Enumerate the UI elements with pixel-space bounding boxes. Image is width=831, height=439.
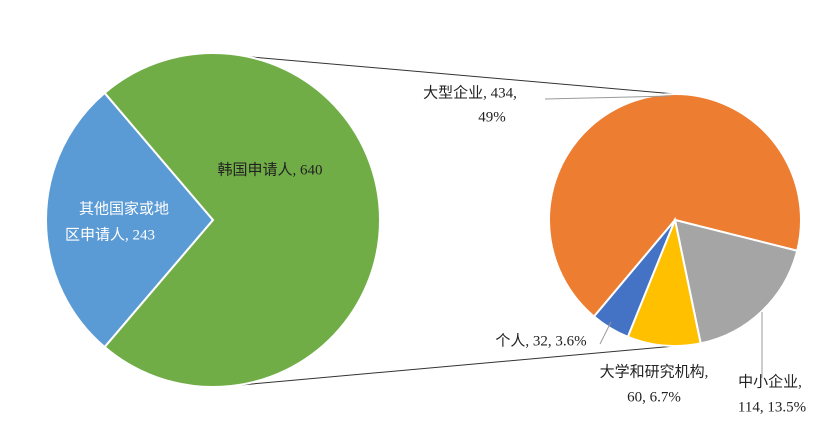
pie-slice — [548, 93, 802, 318]
data-label: 其他国家或地 — [79, 200, 169, 217]
data-label: 大学和研究机构, — [600, 363, 709, 380]
connector-line — [247, 56, 676, 95]
pie-slice — [673, 218, 799, 345]
data-label: 中小企业, — [738, 372, 802, 390]
pie-slice — [103, 52, 381, 388]
data-label: 49% — [478, 109, 506, 125]
data-label: 60, 6.7% — [627, 389, 681, 405]
leader-line — [599, 321, 612, 345]
data-label: 个人, 32, 3.6% — [495, 332, 586, 349]
connector-line — [236, 345, 676, 386]
data-label: 韩国申请人, 640 — [217, 161, 322, 178]
pie-slice — [45, 91, 215, 349]
data-label: 大型企业, 434, — [423, 83, 517, 101]
data-label: 114, 13.5% — [738, 399, 806, 415]
leader-line — [544, 95, 671, 100]
data-label: 区申请人, 243 — [65, 226, 155, 243]
pie-slice — [592, 219, 676, 339]
